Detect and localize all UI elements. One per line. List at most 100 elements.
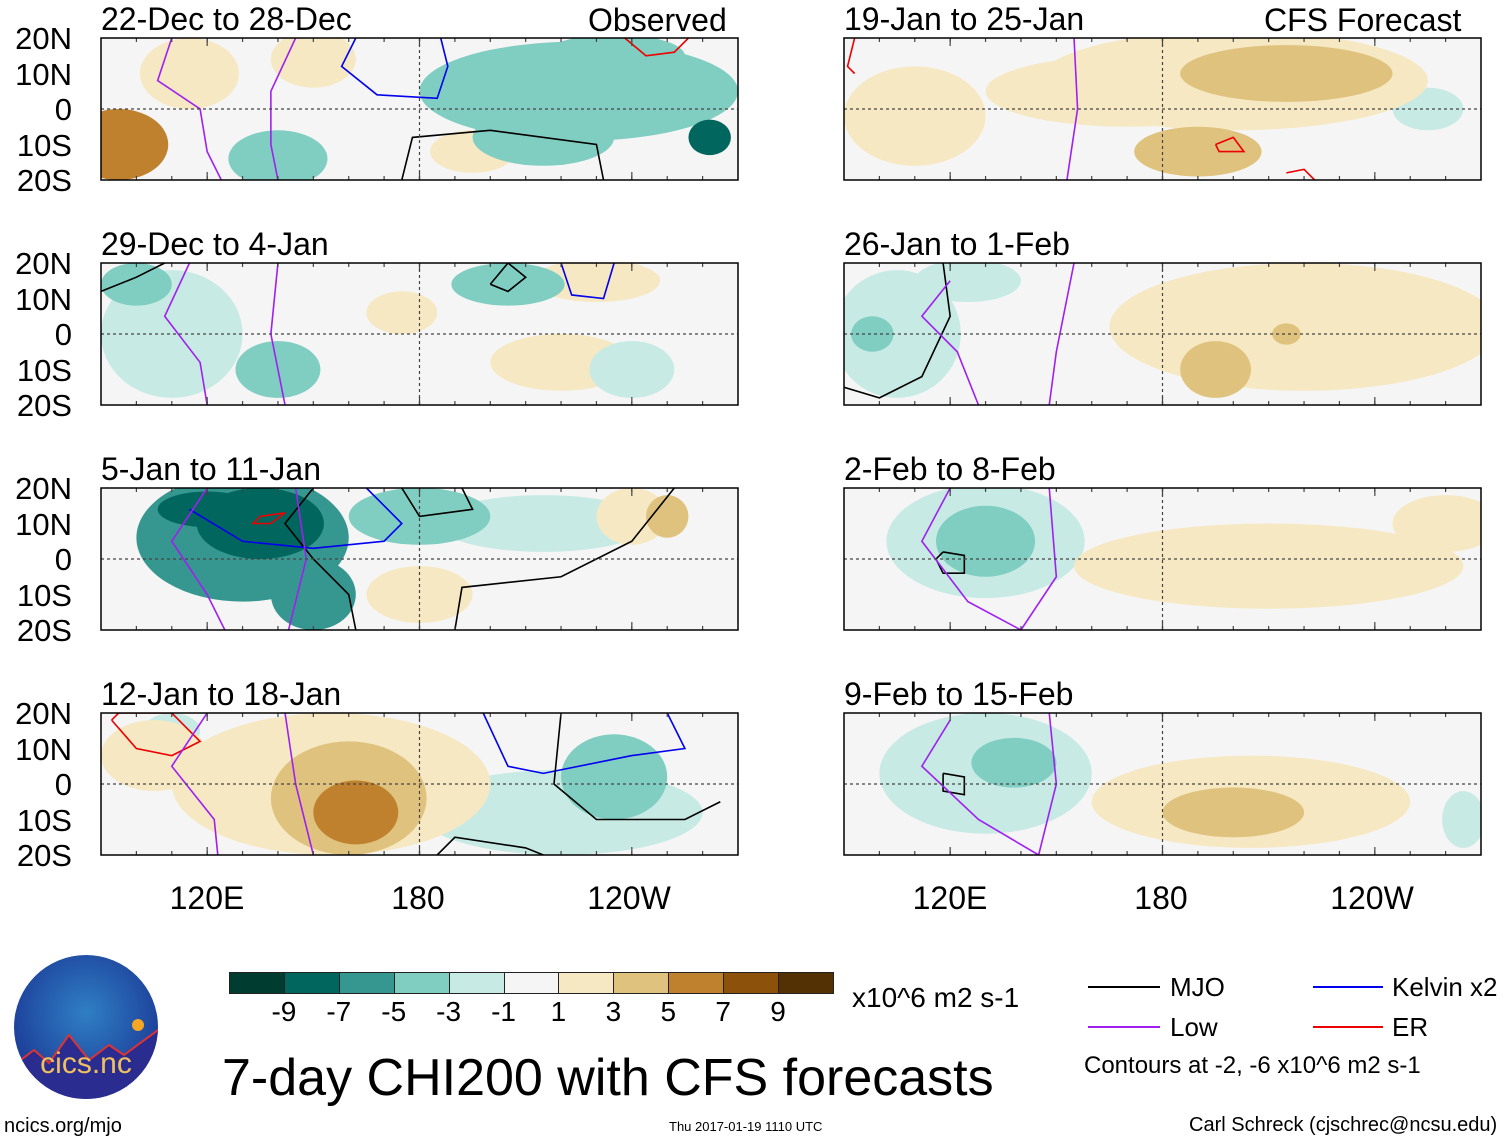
colorbar-label: -9 xyxy=(271,996,297,1027)
anomaly-region xyxy=(437,495,650,552)
lat-label: 10N xyxy=(15,56,72,92)
forecast-label: CFS Forecast xyxy=(1264,2,1462,38)
lat-label: 10S xyxy=(16,577,72,613)
contour-line xyxy=(1286,168,1316,180)
contour-line xyxy=(935,551,966,574)
map-panel xyxy=(843,487,1482,631)
anomaly-region xyxy=(688,119,731,156)
colorbar-label: -3 xyxy=(436,996,462,1027)
lat-label: 0 xyxy=(54,767,72,802)
anomaly-region xyxy=(1272,323,1301,345)
contour-line xyxy=(189,488,403,550)
anomaly-region xyxy=(270,38,356,88)
contour-line xyxy=(156,38,223,180)
panel-title: 5-Jan to 11-Jan xyxy=(101,451,321,487)
legend-note: Contours at -2, -6 x10^6 m2 s-1 xyxy=(1084,1052,1421,1079)
panel-title: 9-Feb to 15-Feb xyxy=(844,676,1074,712)
lat-label: 10S xyxy=(16,352,72,388)
lat-label: 10N xyxy=(15,731,72,767)
anomaly-region xyxy=(971,737,1057,788)
panel-title: 29-Dec to 4-Jan xyxy=(101,226,329,262)
map-panel xyxy=(843,712,1482,856)
colorbar: -9 -7 -5 -3 -1 1 3 5 7 9 xyxy=(229,972,834,1027)
map-panel xyxy=(100,487,739,631)
contour-line xyxy=(340,38,449,100)
anomaly-region xyxy=(1180,341,1251,398)
contour-line xyxy=(436,836,544,855)
panel-frame xyxy=(100,262,739,406)
legend-label: ER xyxy=(1392,1012,1429,1042)
contour-line xyxy=(1214,136,1246,153)
contour-line xyxy=(920,713,1058,855)
colorbar-cell xyxy=(778,972,834,994)
anomaly-region xyxy=(1109,263,1481,391)
site-url[interactable]: ncics.org/mjo xyxy=(4,1115,122,1137)
panel-title: 19-Jan to 25-Jan xyxy=(844,1,1085,37)
anomaly-region xyxy=(936,505,1036,577)
colorbar-cell xyxy=(503,972,560,994)
anomaly-region xyxy=(101,109,169,180)
map-panel xyxy=(100,37,739,181)
lat-label: 10N xyxy=(15,281,72,317)
lon-label: 120E xyxy=(169,880,245,916)
panel-frame xyxy=(843,712,1482,856)
contour-line xyxy=(101,263,166,293)
panel-frame xyxy=(100,487,739,631)
panel-frame xyxy=(843,487,1482,631)
lon-label: 180 xyxy=(1134,880,1188,916)
panel-frame xyxy=(100,712,739,856)
legend-label: Kelvin x2 xyxy=(1392,972,1498,1002)
anomaly-region xyxy=(139,38,240,109)
colorbar-cell xyxy=(393,972,450,994)
legend-swatch-low xyxy=(1088,1026,1160,1028)
colorbar-label: 9 xyxy=(770,996,786,1027)
lat-label: 0 xyxy=(54,92,72,127)
panel-title: 26-Jan to 1-Feb xyxy=(844,226,1070,262)
colorbar-cell xyxy=(229,972,285,994)
contour-line xyxy=(1048,263,1075,405)
legend-label: Low xyxy=(1170,1012,1218,1042)
colorbar-label: -5 xyxy=(381,996,407,1027)
lat-label: 0 xyxy=(54,317,72,352)
colorbar-cell xyxy=(283,972,340,994)
contour-line xyxy=(560,263,615,300)
logo-text: cics.nc xyxy=(40,1047,132,1080)
contour-line xyxy=(270,38,297,180)
contour-line xyxy=(844,263,951,399)
lat-label: 20N xyxy=(15,471,72,506)
contour-line xyxy=(920,280,980,405)
contour-line xyxy=(170,713,219,855)
anomaly-region xyxy=(270,559,356,630)
anomaly-region xyxy=(366,291,438,334)
panel-frame xyxy=(100,37,739,181)
contour-line xyxy=(251,512,286,525)
legend-swatch-kelvin xyxy=(1313,986,1383,988)
panel-frame xyxy=(843,37,1482,181)
colorbar-label: 7 xyxy=(715,996,731,1027)
lat-label: 20S xyxy=(16,163,72,198)
contour-line xyxy=(482,713,687,775)
anomaly-region xyxy=(366,566,473,623)
lat-label: 0 xyxy=(54,542,72,577)
lon-label: 120E xyxy=(912,880,988,916)
lat-label: 20S xyxy=(16,613,72,648)
lat-label: 20S xyxy=(16,388,72,423)
anomaly-region xyxy=(851,316,894,352)
contour-line xyxy=(454,488,675,630)
contour-line xyxy=(624,38,690,57)
panel-title: 22-Dec to 28-Dec xyxy=(101,1,352,37)
contour-line xyxy=(553,713,721,821)
colorbar-cell xyxy=(613,972,670,994)
anomaly-region xyxy=(914,263,1021,303)
contour-line xyxy=(920,488,1058,630)
author: Carl Schreck (cjschrec@ncsu.edu) xyxy=(1189,1114,1498,1136)
lon-label: 120W xyxy=(587,880,671,916)
map-panel xyxy=(843,262,1482,406)
contour-line xyxy=(401,488,474,518)
anomaly-region xyxy=(451,263,565,306)
timestamp: Thu 2017-01-19 1110 UTC xyxy=(669,1119,823,1134)
anomaly-region xyxy=(157,491,257,528)
anomaly-region xyxy=(589,341,675,398)
contour-line xyxy=(846,38,856,75)
figure-title: 7-day CHI200 with CFS forecasts xyxy=(222,1049,994,1107)
